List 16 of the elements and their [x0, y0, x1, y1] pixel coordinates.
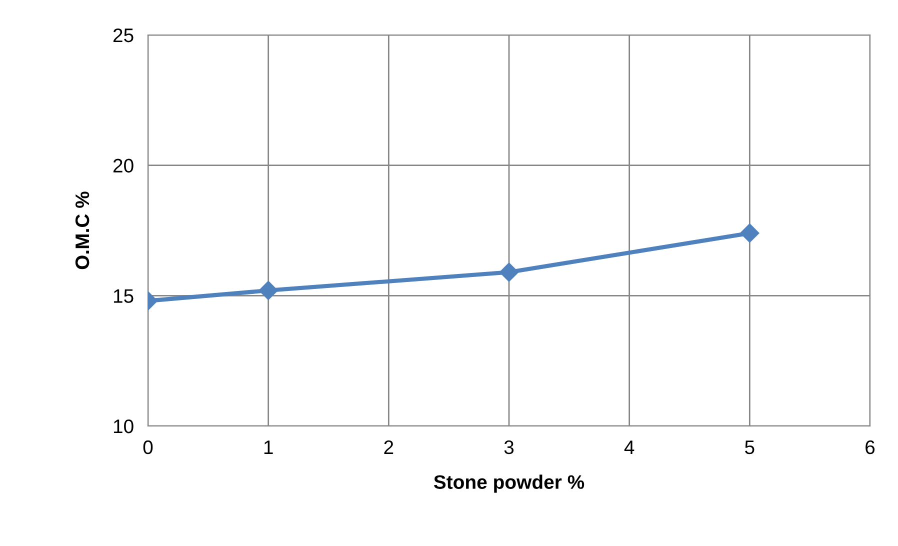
- x-axis-title: Stone powder %: [434, 474, 584, 493]
- x-tick-label: 6: [866, 440, 875, 454]
- y-tick-label: 20: [113, 158, 134, 173]
- point: [258, 280, 278, 300]
- y-axis-title: O.M.C %: [75, 192, 90, 270]
- point: [740, 224, 760, 243]
- y-tick-label: 10: [114, 419, 134, 434]
- x-tick-label: 2: [384, 440, 394, 454]
- x-tick-label: 4: [624, 440, 634, 454]
- x-tick-label: 1: [264, 440, 273, 454]
- y-tick-label: 15: [114, 289, 134, 303]
- x-tick-label: 5: [745, 440, 754, 454]
- point: [499, 262, 519, 282]
- x-tick-label: 3: [504, 440, 514, 454]
- y-tick-label: 25: [113, 28, 134, 42]
- x-tick-label: 0: [143, 440, 153, 454]
